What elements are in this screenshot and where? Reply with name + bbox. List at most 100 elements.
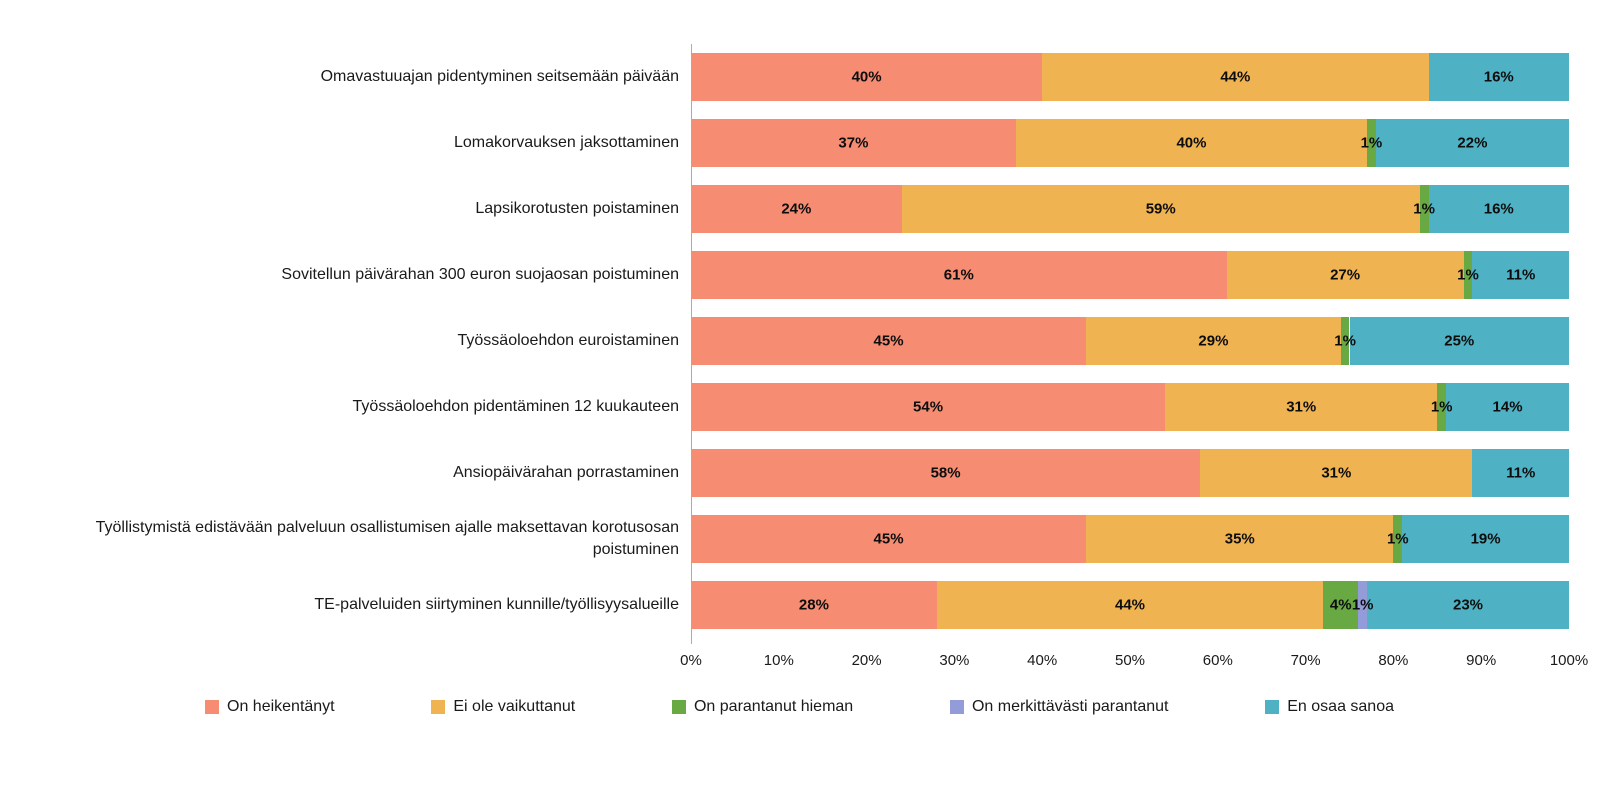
bar-value-label: 1%: [1386, 530, 1409, 548]
category-label: Lapsikorotusten poistaminen: [475, 200, 679, 218]
bar-value-label: 1%: [1360, 134, 1383, 152]
bar-track: 37% 40% 1% 22%: [691, 119, 1569, 167]
category-label: Omavastuuajan pidentyminen seitsemään pä…: [320, 68, 679, 86]
bar-value-label: 61%: [943, 266, 974, 284]
legend-item-ei-ole-vaikuttanut: Ei ole vaikuttanut: [431, 698, 575, 716]
x-axis-tick-label: 30%: [939, 652, 970, 669]
bar-value-label: 23%: [1453, 596, 1484, 614]
category-label: TE-palveluiden siirtyminen kunnille/työl…: [314, 596, 679, 614]
bar-track: 45% 29% 1% 25%: [691, 317, 1569, 365]
bar-value-label: 1%: [1351, 596, 1374, 614]
legend-label: On merkittävästi parantanut: [971, 698, 1169, 715]
bar-row: Työssäoloehdon pidentäminen 12 kuukautee…: [0, 374, 1624, 440]
category-label: Lomakorvauksen jaksottaminen: [453, 134, 679, 152]
bar-rows: Omavastuuajan pidentyminen seitsemään pä…: [0, 44, 1624, 644]
bar-segment-ei-ole-vaikuttanut: [1086, 515, 1394, 563]
bar-segment-ei-ole-vaikuttanut: [1015, 119, 1368, 167]
bar-segment-ei-ole-vaikuttanut: [1226, 251, 1464, 299]
bar-segment-ei-ole-vaikuttanut: [1042, 53, 1429, 101]
y-axis-line: [691, 44, 692, 644]
bar-value-label: 28%: [798, 596, 829, 614]
bar-value-label: 1%: [1334, 332, 1356, 350]
bar-segment-on-parantanut-hieman: [1367, 119, 1376, 167]
bar-value-label: 45%: [873, 530, 904, 548]
legend-item-on-heikentanyt: On heikentänyt: [205, 698, 335, 716]
category-label: Työssäoloehdon pidentäminen 12 kuukautee…: [352, 398, 679, 416]
bar-value-label: 1%: [1457, 266, 1479, 284]
bar-row: Lomakorvauksen jaksottaminen 37% 40% 1% 22%: [0, 110, 1624, 176]
legend-swatch-icon: [1265, 700, 1280, 714]
bar-value-label: 11%: [1506, 266, 1536, 284]
bar-track: 40% 44% 16%: [691, 53, 1569, 101]
legend-label: En osaa sanoa: [1287, 698, 1394, 715]
bar-value-label: 1%: [1413, 200, 1435, 218]
plot-area: Omavastuuajan pidentyminen seitsemään pä…: [0, 44, 1624, 669]
x-axis: 0% 10% 20% 30% 40% 50% 60% 70% 80% 90% 100%: [680, 638, 1588, 669]
bar-value-label: 31%: [1286, 398, 1317, 416]
bar-segment-ei-ole-vaikuttanut: [1200, 449, 1473, 497]
legend-label: Ei ole vaikuttanut: [453, 698, 576, 715]
category-label: Työssäoloehdon euroistaminen: [457, 332, 679, 350]
bar-value-label: 19%: [1470, 530, 1501, 548]
x-axis-tick-label: 40%: [1027, 652, 1058, 669]
bar-segment-on-merkittavasti-parantanut: [1358, 581, 1368, 629]
bar-segment-ei-ole-vaikuttanut: [1165, 383, 1438, 431]
bar-value-label: 11%: [1506, 464, 1536, 482]
bar-value-label: 29%: [1198, 332, 1229, 350]
bar-value-label: 37%: [838, 134, 869, 152]
bar-value-label: 16%: [1483, 68, 1514, 86]
bar-track: 45% 35% 1% 19%: [691, 515, 1569, 563]
bar-segment-on-heikentanyt: [691, 581, 937, 629]
bar-value-label: 44%: [1114, 596, 1146, 614]
bar-value-label: 24%: [781, 200, 812, 218]
x-axis-tick-label: 90%: [1466, 652, 1497, 669]
bar-value-label: 31%: [1321, 464, 1352, 482]
bar-row: Ansiopäivärahan porrastaminen 58% 31% 11%: [0, 440, 1624, 506]
bar-track: 28% 44% 4% 1% 23%: [691, 581, 1569, 629]
bar-value-label: 35%: [1224, 530, 1255, 548]
bar-value-label: 1%: [1430, 398, 1453, 416]
bar-track: 54% 31% 1% 14%: [691, 383, 1569, 431]
bar-row: Omavastuuajan pidentyminen seitsemään pä…: [0, 44, 1624, 110]
bar-value-label: 27%: [1330, 266, 1361, 284]
bar-row: Sovitellun päivärahan 300 euron suojaosa…: [0, 242, 1624, 308]
legend-swatch-icon: [671, 700, 686, 714]
bar-row: TE-palveluiden siirtyminen kunnille/työl…: [0, 572, 1624, 638]
bar-track: 58% 31% 11%: [691, 449, 1569, 497]
legend-item-on-merkittavasti-parantanut: On merkittävästi parantanut: [949, 698, 1169, 716]
bar-segment-on-heikentanyt: [691, 515, 1087, 563]
x-axis-tick-label: 80%: [1378, 652, 1409, 669]
bar-segment-en-osaa-sanoa: [1367, 581, 1569, 629]
bar-value-label: 22%: [1457, 134, 1488, 152]
bar-segment-ei-ole-vaikuttanut: [901, 185, 1420, 233]
bar-segment-on-heikentanyt: [691, 185, 902, 233]
bar-segment-on-parantanut-hieman: [1323, 581, 1359, 629]
bar-segment-ei-ole-vaikuttanut: [1086, 317, 1341, 365]
bar-value-label: 25%: [1444, 332, 1475, 350]
bar-segment-en-osaa-sanoa: [1472, 251, 1569, 299]
bar-segment-on-parantanut-hieman: [1419, 185, 1429, 233]
x-axis-tick-label: 70%: [1290, 652, 1321, 669]
bar-value-label: 14%: [1492, 398, 1523, 416]
legend-swatch-icon: [431, 700, 446, 714]
bar-segment-en-osaa-sanoa: [1349, 317, 1569, 365]
x-axis-tick-label: 100%: [1549, 652, 1589, 669]
bar-segment-en-osaa-sanoa: [1428, 185, 1569, 233]
legend-label: On heikentänyt: [227, 698, 335, 715]
legend-label: On parantanut hieman: [693, 698, 854, 715]
bar-segment-ei-ole-vaikuttanut: [936, 581, 1324, 629]
x-axis-tick-label: 0%: [680, 652, 702, 669]
legend-swatch-icon: [205, 700, 219, 714]
bar-segment-on-heikentanyt: [691, 449, 1201, 497]
bar-segment-en-osaa-sanoa: [1446, 383, 1569, 431]
bar-segment-on-heikentanyt: [691, 383, 1166, 431]
bar-value-label: 58%: [930, 464, 961, 482]
legend-item-en-osaa-sanoa: En osaa sanoa: [1265, 698, 1394, 716]
bar-row: Lapsikorotusten poistaminen 24% 59% 1% 16%: [0, 176, 1624, 242]
legend-item-on-parantanut-hieman: On parantanut hieman: [671, 698, 854, 716]
bar-track: 61% 27% 1% 11%: [691, 251, 1569, 299]
category-label: Työllistymistä edistävään palveluun osal…: [95, 519, 679, 558]
x-axis-tick-label: 10%: [763, 652, 794, 669]
bar-segment-en-osaa-sanoa: [1472, 449, 1569, 497]
bar-value-label: 40%: [851, 68, 882, 86]
